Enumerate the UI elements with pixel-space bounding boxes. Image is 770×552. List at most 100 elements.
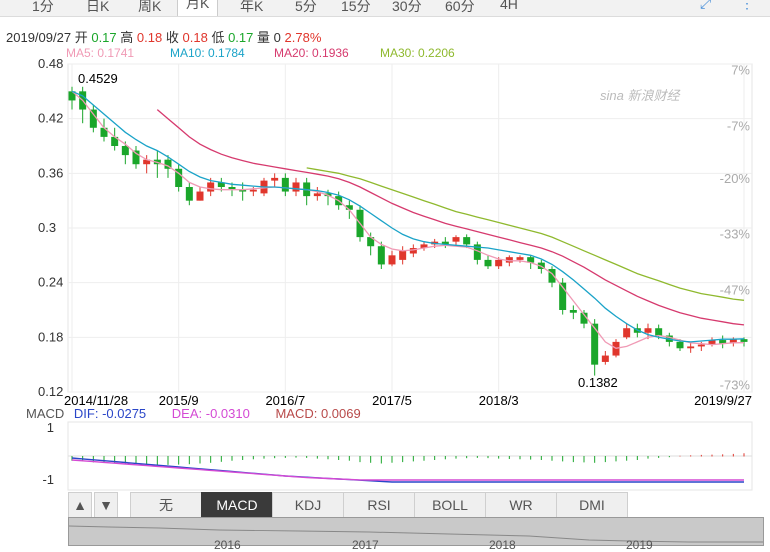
navigator-sparkline (69, 525, 763, 543)
indicator-dmi[interactable]: DMI (556, 492, 628, 518)
candle-body (687, 346, 695, 349)
macd-chart: 1 -1 (42, 420, 753, 491)
candle-body (345, 205, 353, 210)
candle-body (132, 150, 140, 165)
min-annotation: 0.1382 (578, 375, 618, 390)
ohlc-date: 2019/09/27 (6, 30, 72, 45)
candle-body (228, 187, 236, 190)
pct-tick-label: -73% (720, 377, 751, 392)
indicator-kdj[interactable]: KDJ (272, 492, 344, 518)
candle-body (89, 109, 97, 128)
low-value: 0.17 (228, 30, 254, 45)
candle-body (164, 159, 172, 169)
period-tab-bar: 1分 日K 周K 月K 年K 5分 15分 30分 60分 4H ⤢ ⋮ (0, 0, 770, 17)
candle-body (644, 328, 652, 333)
tab-monthly[interactable]: 月K (177, 0, 219, 16)
indicator-wr[interactable]: WR (485, 492, 557, 518)
candle-body (420, 244, 428, 249)
tab-60min[interactable]: 60分 (445, 0, 475, 14)
x-tick-label: 2016/7 (265, 393, 305, 408)
tab-1min[interactable]: 1分 (32, 0, 54, 14)
indicator-rsi[interactable]: RSI (343, 492, 415, 518)
pct-tick-label: -7% (727, 118, 751, 133)
candle-body (697, 344, 705, 347)
candle-body (281, 177, 289, 192)
scroll-down-button[interactable]: ▼ (94, 492, 118, 518)
ma-line-ma5 (71, 90, 745, 349)
more-icon[interactable]: ⋮ (740, 0, 754, 11)
ma-line-ma30 (306, 167, 745, 301)
candle-body (185, 187, 193, 201)
candle-body (548, 269, 556, 283)
candle-body (121, 146, 129, 156)
tab-15min[interactable]: 15分 (341, 0, 371, 14)
y-tick-label: 0.42 (38, 111, 63, 126)
candle-body (676, 341, 684, 349)
tab-4h[interactable]: 4H (500, 0, 518, 12)
candle-body (655, 328, 663, 336)
candle-body (409, 248, 417, 254)
ohlc-info: 2019/09/27 开 0.17 高 0.18 收 0.18 低 0.17 量… (6, 27, 321, 46)
dea-value: DEA: -0.0310 (171, 406, 250, 421)
pct-tick-label: -33% (720, 227, 751, 242)
candle-body (505, 257, 513, 263)
candle-body (207, 182, 215, 192)
y-tick-label: 0.48 (38, 56, 63, 71)
close-label: 收 (165, 30, 179, 45)
tab-daily[interactable]: 日K (86, 0, 110, 14)
y-tick-label: 0.12 (38, 384, 63, 399)
macd-value: MACD: 0.0069 (275, 406, 361, 421)
volume-value: 0 (273, 30, 281, 45)
tab-30min[interactable]: 30分 (392, 0, 422, 14)
nav-year-2018: 2018 (489, 538, 516, 552)
nav-year-2017: 2017 (352, 538, 379, 552)
candle-body (175, 168, 183, 187)
tab-5min[interactable]: 5分 (295, 0, 317, 14)
indicator-none[interactable]: 无 (130, 492, 202, 518)
candle-body (484, 259, 492, 267)
candle-body (516, 257, 524, 260)
high-label: 高 (120, 30, 134, 45)
nav-year-2019: 2019 (626, 538, 653, 552)
candle-body (495, 259, 503, 267)
y-tick-label: 0.36 (38, 165, 63, 180)
candle-body (740, 339, 748, 342)
indicator-macd[interactable]: MACD (201, 492, 273, 518)
indicator-boll[interactable]: BOLL (414, 492, 486, 518)
y-tick-label: 0.18 (38, 329, 63, 344)
tab-yearly[interactable]: 年K (240, 0, 264, 14)
pct-tick-label: -20% (720, 171, 751, 186)
candle-body (569, 310, 577, 313)
nav-year-2016: 2016 (214, 538, 241, 552)
scroll-up-button[interactable]: ▲ (68, 492, 92, 518)
dif-value: DIF: -0.0275 (73, 406, 147, 421)
candle-body (196, 191, 204, 201)
candle-body (388, 255, 396, 265)
candle-body (399, 250, 407, 260)
volume-label: 量 (257, 30, 271, 45)
candle-body (217, 182, 225, 187)
ma-line-ma10 (71, 90, 745, 343)
pct-tick-label: -47% (720, 282, 751, 297)
candle-body (601, 355, 609, 362)
x-tick-label: 2015/9 (159, 393, 199, 408)
candle-body (580, 312, 588, 324)
candlestick-chart[interactable]: sina 新浪财经 0.48 0.42 0.36 0.3 0.24 0.18 0.12 7%… (0, 0, 770, 420)
expand-icon[interactable]: ⤢ (700, 0, 712, 11)
tab-weekly[interactable]: 周K (138, 0, 162, 14)
candle-body (527, 257, 535, 263)
candle-body (111, 136, 119, 146)
ma5-legend: MA5: 0.1741 (66, 46, 135, 60)
candle-body (473, 244, 481, 260)
candle-body (100, 127, 108, 137)
y-tick-label: 0.24 (38, 275, 63, 290)
range-navigator[interactable]: 2016 2017 2018 2019 (68, 517, 764, 552)
candle-body (441, 241, 449, 245)
y-tick-label: 0.3 (38, 220, 56, 235)
macd-y-tick: 1 (47, 420, 54, 435)
ma-line-ma20 (156, 109, 745, 326)
close-value: 0.18 (182, 30, 208, 45)
open-label: 开 (74, 30, 88, 45)
candle-body (377, 246, 385, 265)
candle-body (463, 237, 471, 245)
